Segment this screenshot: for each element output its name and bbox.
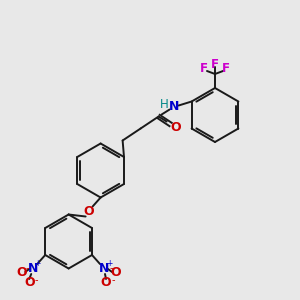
Text: O: O: [83, 205, 94, 218]
Text: N: N: [28, 262, 38, 275]
Text: H: H: [160, 98, 169, 111]
Text: -: -: [111, 275, 115, 285]
Text: F: F: [222, 62, 230, 76]
Text: O: O: [24, 277, 34, 290]
Text: O: O: [101, 277, 111, 290]
Text: -: -: [34, 275, 38, 285]
Text: O: O: [111, 266, 121, 278]
Text: -: -: [109, 263, 113, 273]
Text: O: O: [170, 121, 181, 134]
Text: F: F: [200, 62, 208, 76]
Text: F: F: [211, 58, 219, 70]
Text: +: +: [106, 259, 112, 268]
Text: N: N: [99, 262, 109, 275]
Text: -: -: [26, 263, 29, 273]
Text: O: O: [16, 266, 26, 278]
Text: +: +: [34, 259, 40, 268]
Text: N: N: [168, 100, 179, 113]
